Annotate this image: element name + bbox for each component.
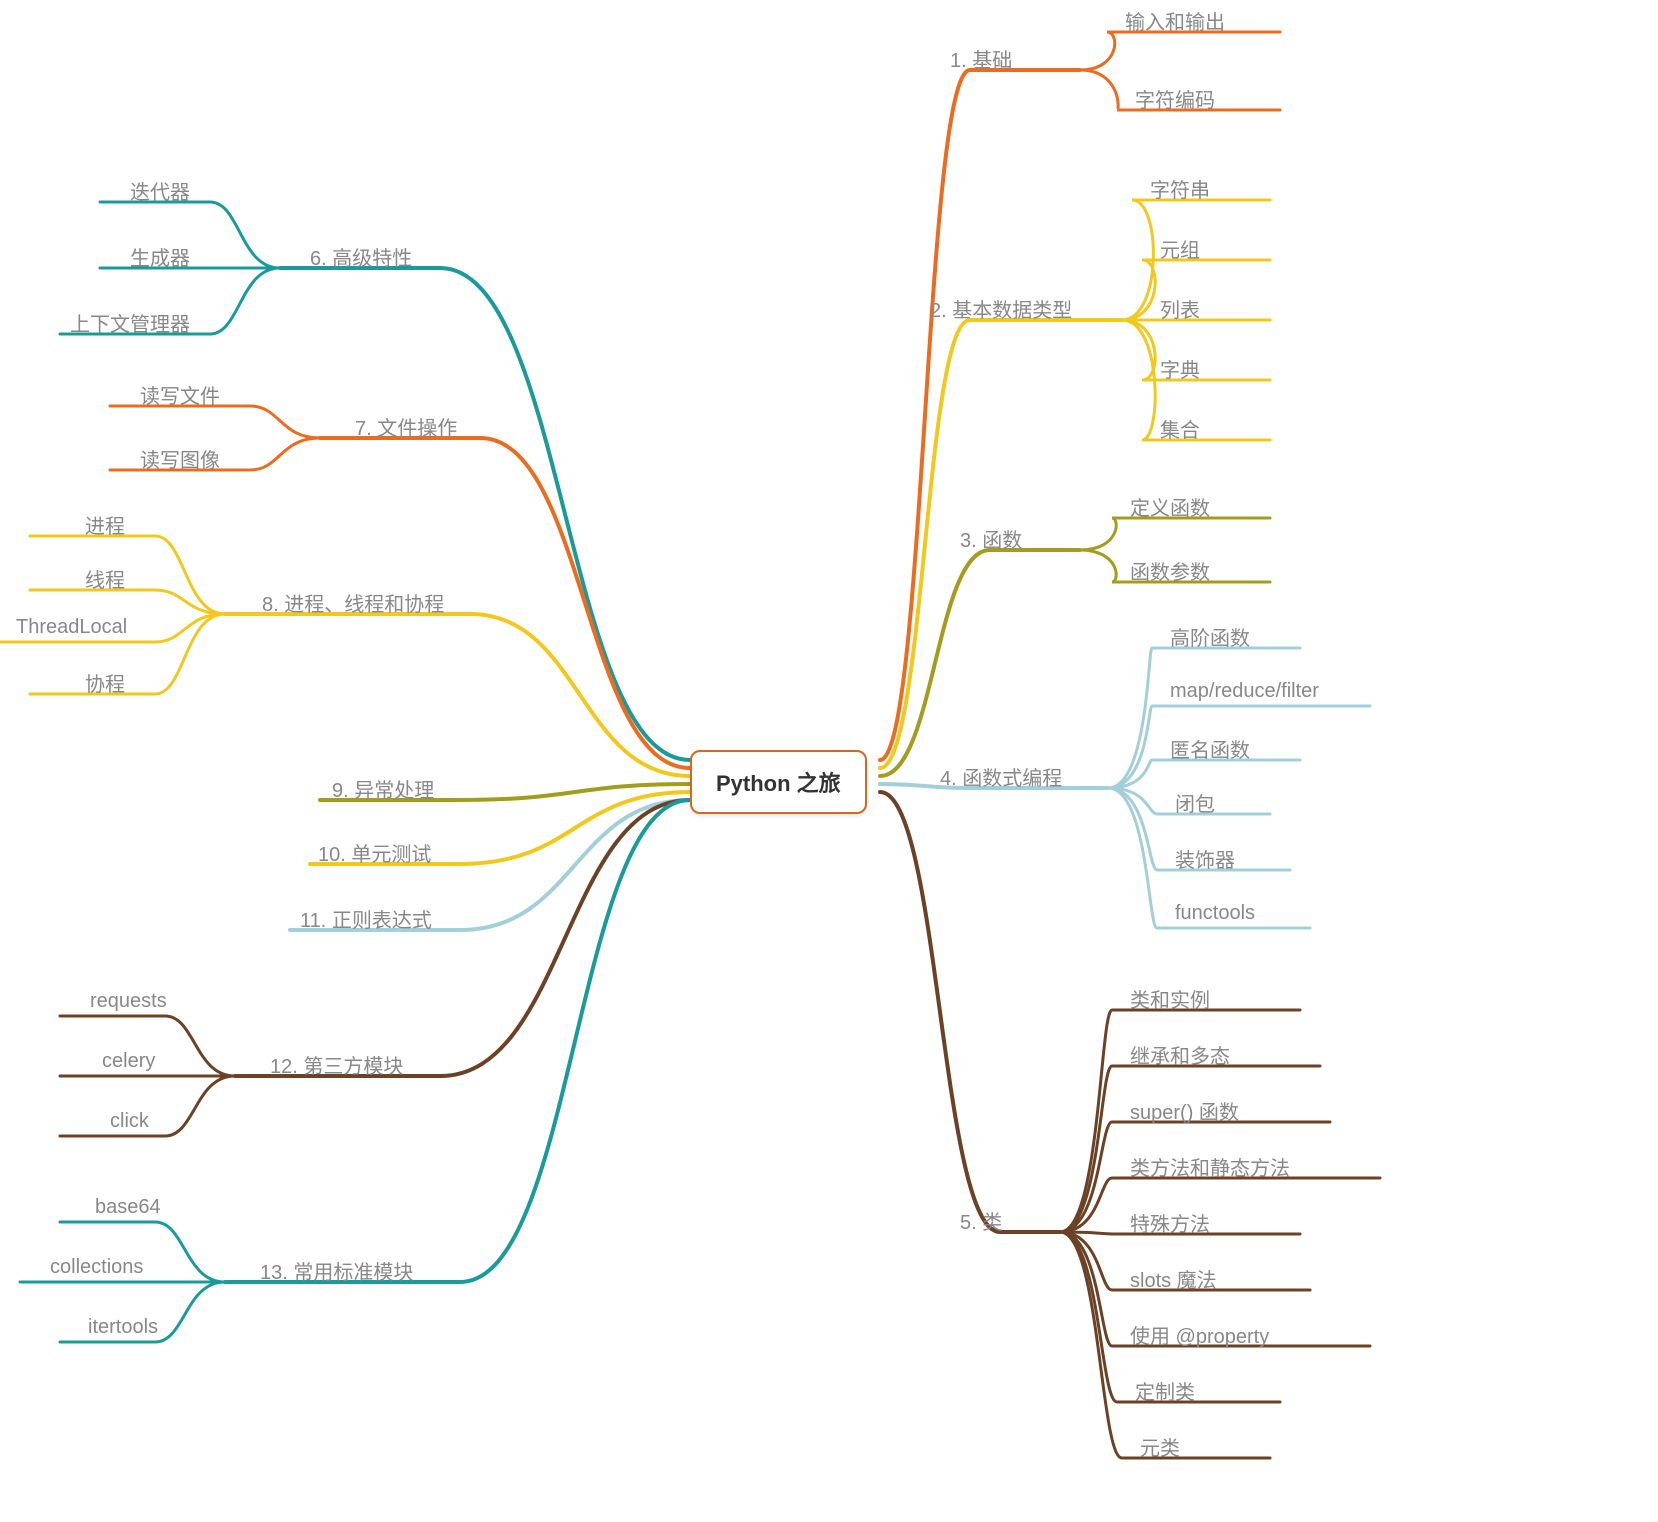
node-label[interactable]: 6. 高级特性 bbox=[310, 242, 412, 271]
node-label[interactable]: 集合 bbox=[1160, 414, 1200, 443]
node-label[interactable]: 13. 常用标准模块 bbox=[260, 1256, 413, 1285]
node-label[interactable]: 字典 bbox=[1160, 354, 1200, 383]
node-label[interactable]: 7. 文件操作 bbox=[355, 412, 457, 441]
node-label[interactable]: ThreadLocal bbox=[16, 616, 127, 639]
node-label[interactable]: 上下文管理器 bbox=[70, 308, 190, 337]
node-label[interactable]: 10. 单元测试 bbox=[318, 838, 431, 867]
node-label[interactable]: 迭代器 bbox=[130, 176, 190, 205]
node-label[interactable]: 列表 bbox=[1160, 294, 1200, 323]
node-label[interactable]: 继承和多态 bbox=[1130, 1040, 1230, 1069]
node-label[interactable]: 9. 异常处理 bbox=[332, 774, 434, 803]
node-label[interactable]: 元组 bbox=[1160, 234, 1200, 263]
node-label[interactable]: 匿名函数 bbox=[1170, 734, 1250, 763]
node-label[interactable]: 11. 正则表达式 bbox=[300, 904, 432, 933]
node-label[interactable]: 定义函数 bbox=[1130, 492, 1210, 521]
node-label[interactable]: 装饰器 bbox=[1175, 844, 1235, 873]
node-label[interactable]: click bbox=[110, 1110, 149, 1133]
node-label[interactable]: functools bbox=[1175, 902, 1255, 925]
node-label[interactable]: 12. 第三方模块 bbox=[270, 1050, 403, 1079]
node-label[interactable]: 字符串 bbox=[1150, 174, 1210, 203]
node-label[interactable]: 进程 bbox=[85, 510, 125, 539]
node-label[interactable]: 生成器 bbox=[130, 242, 190, 271]
node-label[interactable]: 元类 bbox=[1140, 1432, 1180, 1461]
node-label[interactable]: slots 魔法 bbox=[1130, 1264, 1217, 1293]
node-label[interactable]: 3. 函数 bbox=[960, 524, 1022, 553]
node-label[interactable]: celery bbox=[102, 1050, 155, 1073]
node-label[interactable]: 4. 函数式编程 bbox=[940, 762, 1062, 791]
node-label[interactable]: 读写图像 bbox=[140, 444, 220, 473]
center-node[interactable]: Python 之旅 bbox=[690, 750, 867, 814]
node-label[interactable]: 闭包 bbox=[1175, 788, 1215, 817]
node-label[interactable]: 5. 类 bbox=[960, 1206, 1002, 1235]
node-label[interactable]: requests bbox=[90, 990, 167, 1013]
node-label[interactable]: itertools bbox=[88, 1316, 158, 1339]
node-label[interactable]: collections bbox=[50, 1256, 143, 1279]
node-label[interactable]: super() 函数 bbox=[1130, 1096, 1239, 1125]
node-label[interactable]: 高阶函数 bbox=[1170, 622, 1250, 651]
node-label[interactable]: 使用 @property bbox=[1130, 1320, 1269, 1349]
node-label[interactable]: 输入和输出 bbox=[1125, 6, 1225, 35]
node-label[interactable]: 定制类 bbox=[1135, 1376, 1195, 1405]
node-label[interactable]: 读写文件 bbox=[140, 380, 220, 409]
node-label[interactable]: 8. 进程、线程和协程 bbox=[262, 588, 444, 617]
node-label[interactable]: 协程 bbox=[85, 668, 125, 697]
node-label[interactable]: 2. 基本数据类型 bbox=[930, 294, 1072, 323]
node-label[interactable]: map/reduce/filter bbox=[1170, 680, 1319, 703]
node-label[interactable]: 类方法和静态方法 bbox=[1130, 1152, 1290, 1181]
node-label[interactable]: 函数参数 bbox=[1130, 556, 1210, 585]
node-label[interactable]: 线程 bbox=[85, 564, 125, 593]
node-label[interactable]: 1. 基础 bbox=[950, 44, 1012, 73]
node-label[interactable]: 类和实例 bbox=[1130, 984, 1210, 1013]
node-label[interactable]: 字符编码 bbox=[1135, 84, 1215, 113]
node-label[interactable]: 特殊方法 bbox=[1130, 1208, 1210, 1237]
node-label[interactable]: base64 bbox=[95, 1196, 161, 1219]
